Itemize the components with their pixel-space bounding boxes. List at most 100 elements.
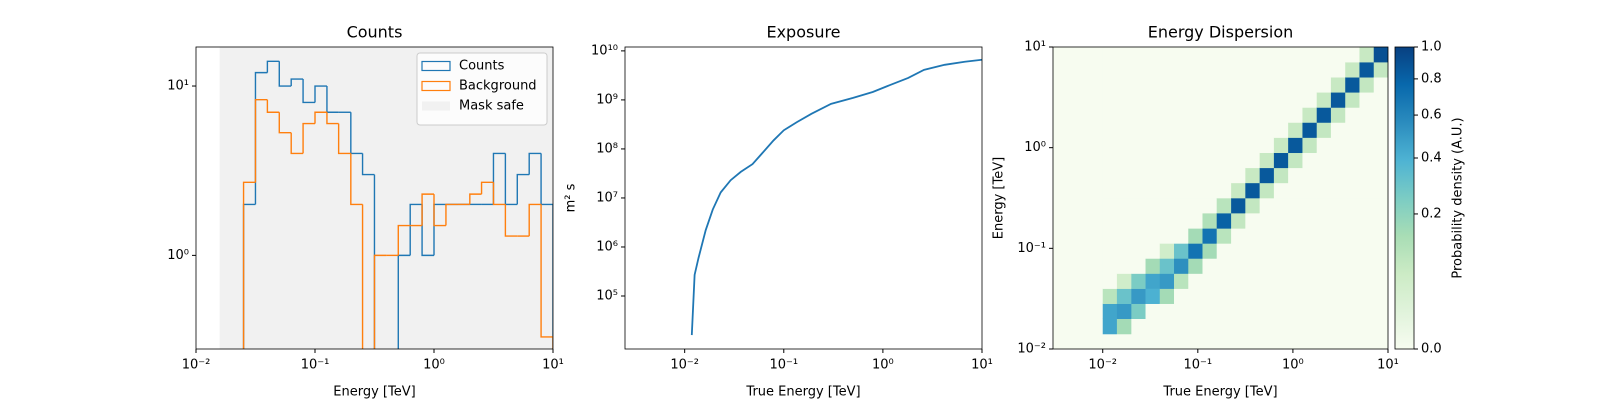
heatmap-cell bbox=[1345, 318, 1360, 335]
heatmap-cell bbox=[1131, 92, 1146, 108]
heatmap-cell bbox=[1102, 167, 1118, 184]
heatmap-cell bbox=[1202, 333, 1218, 349]
heatmap-cell bbox=[1202, 122, 1218, 138]
heatmap-cell bbox=[1373, 333, 1388, 349]
axes-frame bbox=[1052, 46, 1389, 350]
heatmap-cell bbox=[1116, 77, 1132, 93]
heatmap-cell bbox=[1116, 273, 1132, 289]
heatmap-cell bbox=[1245, 137, 1260, 154]
heatmap-cell bbox=[1231, 288, 1246, 304]
heatmap-cell bbox=[1145, 77, 1161, 93]
heatmap-cell bbox=[1116, 47, 1132, 63]
heatmap-cell bbox=[1216, 288, 1232, 304]
heatmap-cell bbox=[1188, 213, 1203, 229]
heatmap-cell bbox=[1259, 92, 1275, 108]
heatmap-cell bbox=[1216, 62, 1232, 78]
heatmap-cell bbox=[1245, 107, 1260, 123]
heatmap-cell bbox=[1330, 198, 1346, 214]
heatmap-cell bbox=[1273, 107, 1289, 123]
heatmap-cell bbox=[1159, 333, 1175, 349]
heatmap-cell bbox=[1174, 182, 1189, 199]
y-tick-label: 10⁵ bbox=[596, 289, 618, 304]
legend-swatch bbox=[421, 80, 451, 92]
heatmap-cell bbox=[1145, 122, 1161, 138]
heatmap-cell bbox=[1202, 213, 1218, 229]
heatmap-cell bbox=[1145, 213, 1161, 229]
heatmap-cell bbox=[1231, 167, 1246, 184]
heatmap-cell bbox=[1259, 273, 1275, 289]
heatmap-cell bbox=[1216, 182, 1232, 199]
heatmap-cell bbox=[1245, 288, 1260, 304]
heatmap-cell bbox=[1202, 182, 1218, 199]
heatmap-cell bbox=[1231, 122, 1246, 138]
heatmap-cell bbox=[1159, 152, 1175, 169]
heatmap-cell bbox=[1288, 182, 1303, 199]
y-tick-label: 10⁻² bbox=[1017, 342, 1046, 357]
heatmap-cell bbox=[1345, 288, 1360, 304]
heatmap-cell bbox=[1345, 273, 1360, 289]
heatmap-cell bbox=[1245, 303, 1260, 319]
heatmap-cell bbox=[1302, 107, 1318, 123]
heatmap-cell bbox=[1273, 92, 1289, 108]
heatmap-cell bbox=[1102, 288, 1118, 304]
heatmap-cell bbox=[1131, 137, 1146, 154]
heatmap-cell bbox=[1273, 137, 1289, 154]
histogram-step bbox=[302, 79, 315, 104]
heatmap-cell bbox=[1288, 107, 1303, 123]
histogram-step bbox=[492, 182, 506, 206]
heatmap-cell bbox=[1330, 137, 1346, 154]
histogram-step bbox=[480, 181, 494, 195]
y-tick-label: 10⁰ bbox=[1024, 140, 1046, 155]
heatmap-cell bbox=[1259, 333, 1275, 349]
histogram-step bbox=[314, 111, 327, 124]
y-tick-label: 10⁰ bbox=[167, 248, 189, 263]
heatmap-cell bbox=[1273, 122, 1289, 138]
heatmap-cell bbox=[1116, 152, 1132, 169]
heatmap-cell bbox=[1159, 167, 1175, 184]
heatmap-cell bbox=[1145, 303, 1161, 319]
heatmap-cell bbox=[1245, 228, 1260, 244]
heatmap-cell bbox=[1316, 258, 1332, 274]
histogram-step bbox=[373, 174, 376, 349]
heatmap-cell bbox=[1316, 47, 1332, 63]
heatmap-cell bbox=[1188, 318, 1203, 335]
heatmap-cell bbox=[1288, 77, 1303, 93]
y-tick-label: 10⁸ bbox=[596, 141, 618, 156]
heatmap-cell bbox=[1216, 228, 1232, 244]
heatmap-cell bbox=[1102, 303, 1118, 319]
y-tick-label: 10⁹ bbox=[596, 92, 618, 107]
heatmap-cell bbox=[1288, 213, 1303, 229]
heatmap-cell bbox=[1259, 318, 1275, 335]
heatmap-cell bbox=[1288, 92, 1303, 108]
heatmap-cell bbox=[1316, 107, 1332, 123]
histogram-step bbox=[540, 153, 553, 349]
histogram-step bbox=[409, 203, 423, 256]
heatmap-cell bbox=[1245, 258, 1260, 274]
heatmap-cell bbox=[1359, 228, 1375, 244]
heatmap-cell bbox=[1273, 182, 1289, 199]
x-tick-label: 10⁻¹ bbox=[769, 358, 798, 373]
colorbar-tick-label: 0.8 bbox=[1421, 71, 1442, 86]
x-axis-label: True Energy [TeV] bbox=[745, 385, 860, 400]
heatmap-cell bbox=[1302, 152, 1318, 169]
histogram-step bbox=[290, 132, 304, 155]
x-tick-label: 10⁻² bbox=[670, 358, 699, 373]
heatmap-cell bbox=[1259, 243, 1275, 259]
heatmap-cell bbox=[1174, 167, 1189, 184]
heatmap-cell bbox=[1131, 288, 1146, 304]
heatmap-cell bbox=[1359, 167, 1375, 184]
heatmap-cell bbox=[1174, 92, 1189, 108]
heatmap-cell bbox=[1288, 273, 1303, 289]
heatmap-cell bbox=[1174, 318, 1189, 335]
heatmap-cell bbox=[1373, 243, 1388, 259]
heatmap-cell bbox=[1330, 62, 1346, 78]
x-tick-label: 10⁰ bbox=[423, 358, 445, 373]
heatmap-cell bbox=[1330, 47, 1346, 63]
histogram-step bbox=[540, 204, 553, 349]
heatmap-cell bbox=[1159, 107, 1175, 123]
heatmap-cell bbox=[1231, 243, 1246, 259]
heatmap-cell bbox=[1202, 152, 1218, 169]
heatmap-cell bbox=[1216, 122, 1232, 138]
heatmap-cell bbox=[1359, 62, 1375, 78]
heatmap-cell bbox=[1116, 137, 1132, 154]
